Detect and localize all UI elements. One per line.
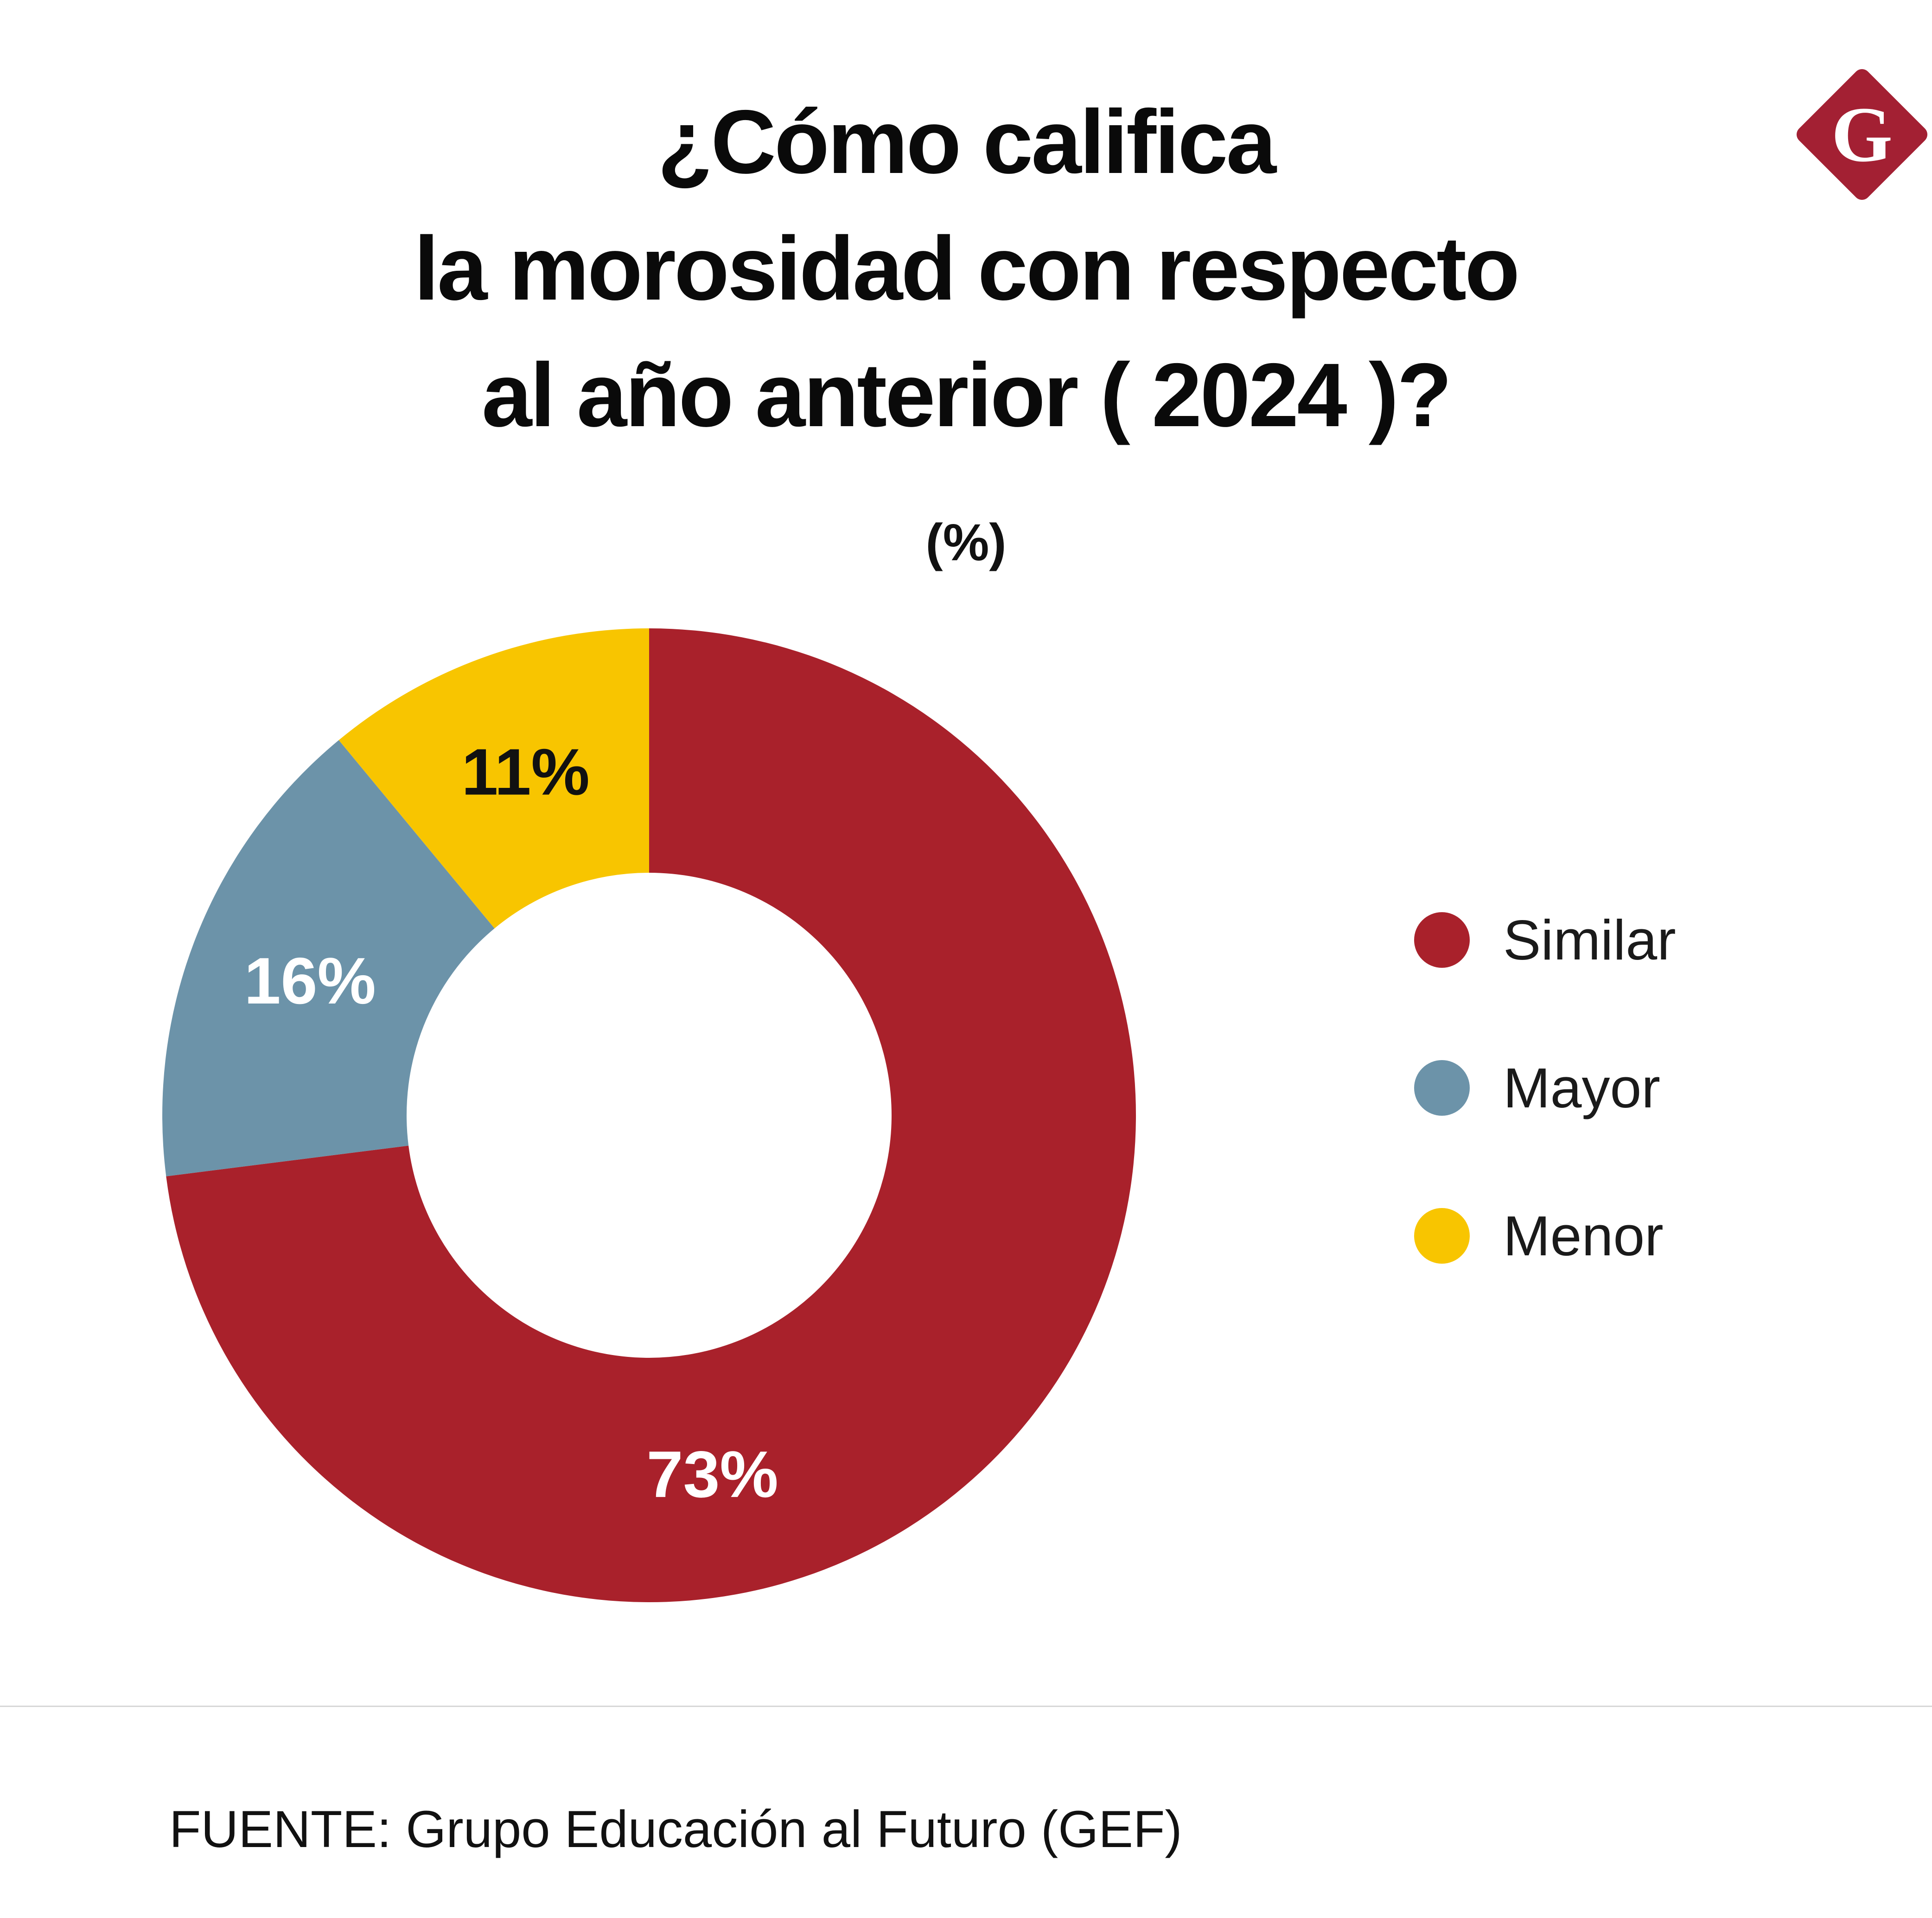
legend-label-similar: Similar [1503,908,1676,972]
donut-chart: 73% 16% 11% [162,628,1136,1603]
chart-title-line-3: al año anterior ( 2024 )? [482,345,1452,446]
logo-letter: G [1831,90,1893,178]
legend: Similar Mayor Menor [1414,909,1676,1267]
chart-title-line-2: la morosidad con respecto [414,218,1520,319]
legend-item-menor: Menor [1414,1205,1676,1267]
chart-title-line-1: ¿Cómo califica [657,91,1276,192]
donut-data-label-mayor: 16% [244,944,376,1018]
legend-item-mayor: Mayor [1414,1057,1676,1119]
legend-label-mayor: Mayor [1503,1056,1660,1120]
legend-swatch-mayor [1414,1060,1470,1116]
legend-item-similar: Similar [1414,909,1676,971]
donut-slice-menor [338,628,649,928]
donut-slice-mayor [162,740,495,1176]
gestion-logo: G [1792,65,1932,204]
donut-data-label-menor: 11% [461,735,589,809]
legend-swatch-menor [1414,1208,1470,1264]
divider-line [0,1706,1932,1707]
legend-swatch-similar [1414,912,1470,968]
source-text: FUENTE: Grupo Educación al Futuro (GEF) [169,1800,1182,1858]
chart-unit-label: (%) [925,513,1007,571]
legend-label-menor: Menor [1503,1204,1664,1268]
donut-data-label-similar: 73% [646,1438,778,1511]
chart-title: ¿Cómo califica la morosidad con respecto… [0,79,1932,459]
donut-slice-similar [166,628,1136,1603]
